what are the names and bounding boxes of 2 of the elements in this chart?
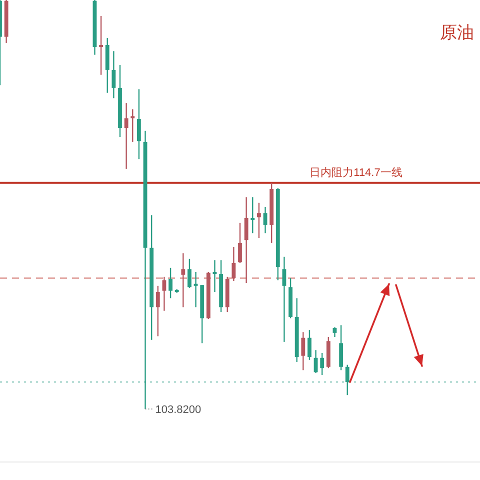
annotation: 103.8200 bbox=[155, 404, 202, 416]
title: 原油 bbox=[440, 23, 474, 42]
